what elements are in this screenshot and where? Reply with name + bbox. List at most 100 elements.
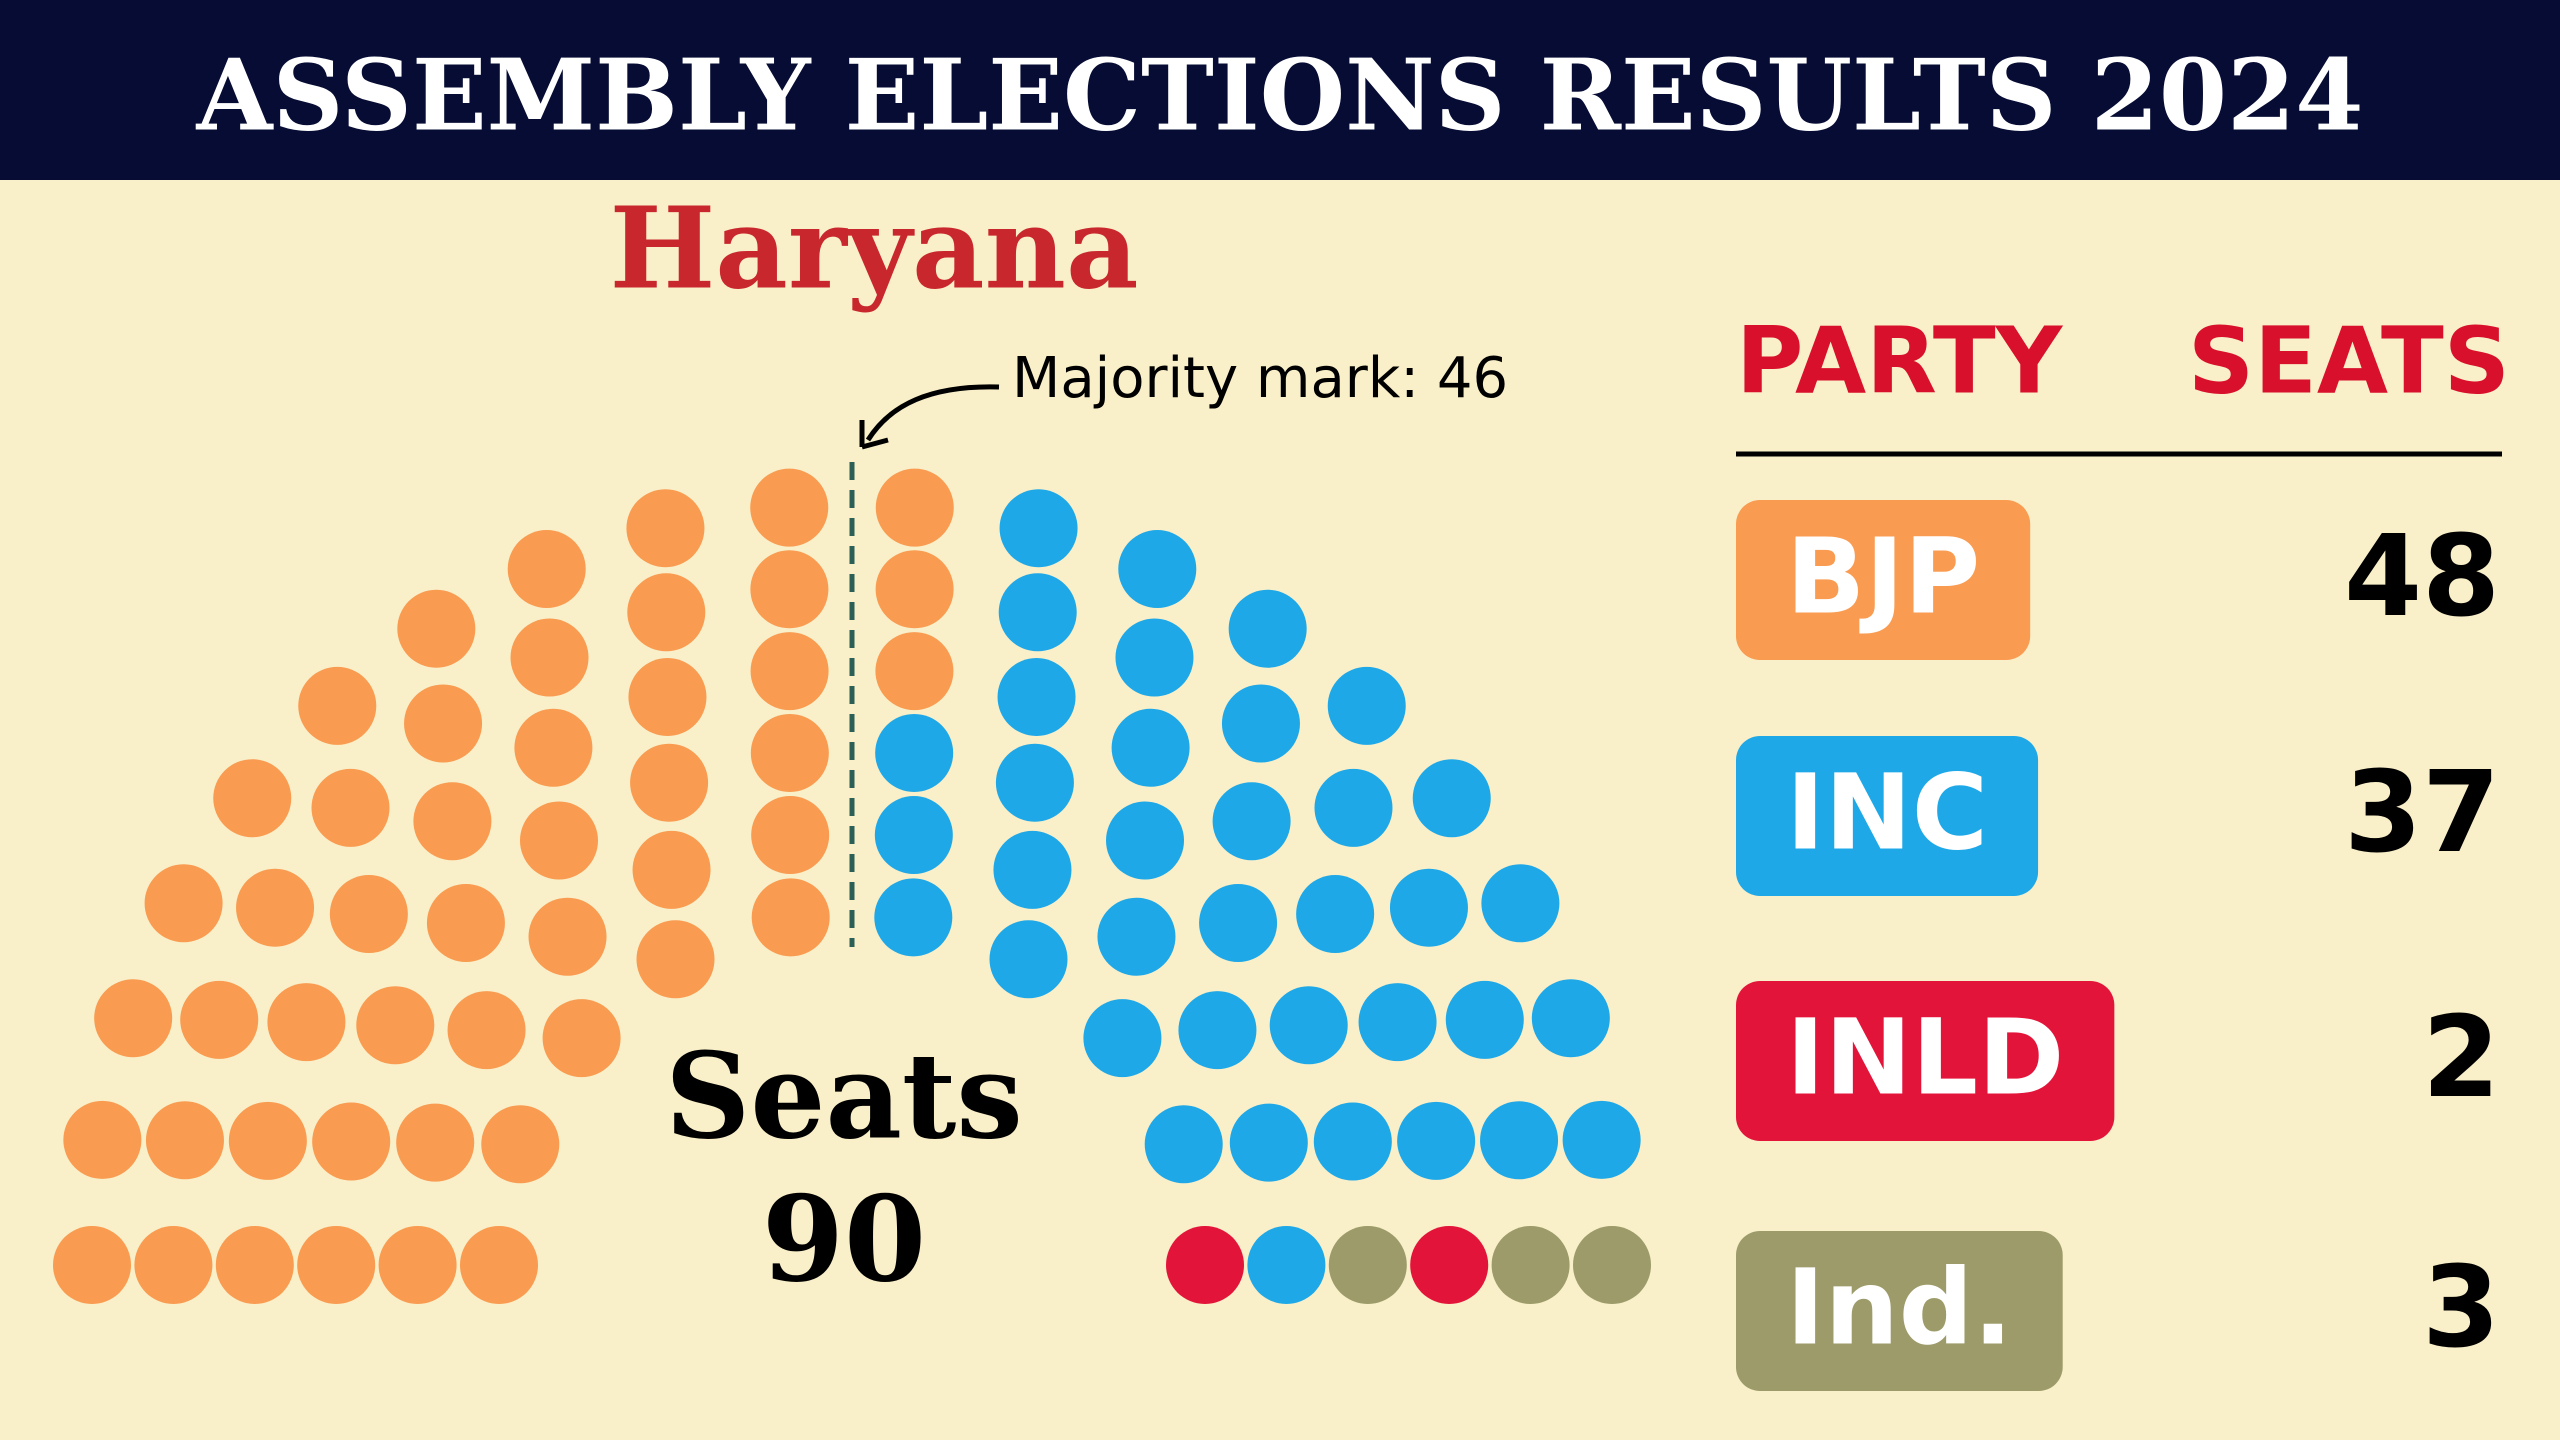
seat xyxy=(378,1226,457,1304)
annotation: Majority mark: 46 xyxy=(1012,346,1508,411)
seat xyxy=(626,489,705,568)
seat xyxy=(750,468,829,547)
party-seats xyxy=(1166,1226,1489,1304)
seat xyxy=(1358,983,1437,1062)
chart-title: Haryana xyxy=(609,183,1138,314)
seat xyxy=(1562,1100,1641,1179)
seat xyxy=(1115,618,1194,697)
total-seats: 90 xyxy=(762,1170,926,1309)
center-label: Seats xyxy=(665,1027,1023,1166)
seat xyxy=(1221,684,1300,763)
seat xyxy=(228,1101,307,1180)
seat xyxy=(1178,991,1257,1070)
seat xyxy=(751,878,830,957)
seat xyxy=(1097,897,1176,976)
seat xyxy=(997,658,1076,737)
seat xyxy=(1410,1226,1489,1304)
seat xyxy=(63,1100,142,1179)
seat xyxy=(751,796,830,875)
seat xyxy=(628,658,707,737)
seat xyxy=(1228,589,1307,668)
party-name: BJP xyxy=(1786,515,1980,637)
seat xyxy=(875,713,954,792)
seat xyxy=(1199,883,1278,962)
column-header: PARTY xyxy=(1736,307,2064,414)
party-badge xyxy=(1736,500,2031,660)
seat xyxy=(447,991,526,1070)
seat xyxy=(298,666,377,745)
seat xyxy=(1296,874,1375,953)
seat xyxy=(180,980,259,1059)
seat-count: 48 xyxy=(2344,512,2500,642)
seat xyxy=(542,999,621,1078)
party-name: Ind. xyxy=(1786,1246,2013,1368)
seat xyxy=(1111,708,1190,787)
seat xyxy=(510,618,589,697)
seat xyxy=(1445,980,1524,1059)
seat xyxy=(1229,1103,1308,1182)
seat xyxy=(750,550,829,629)
seat xyxy=(1083,999,1162,1078)
seat xyxy=(875,468,954,547)
party-seats xyxy=(53,468,954,1304)
party-badge xyxy=(1736,981,2115,1141)
seat xyxy=(134,1226,213,1304)
seat xyxy=(94,979,173,1058)
seat xyxy=(404,684,483,763)
seat xyxy=(413,782,492,861)
party-badge xyxy=(1736,1231,2063,1391)
seat-count: 37 xyxy=(2344,748,2500,878)
seat xyxy=(145,1101,224,1180)
seat xyxy=(1269,986,1348,1065)
party-name: INLD xyxy=(1786,996,2064,1118)
seat-count: 3 xyxy=(2422,1243,2500,1373)
seat xyxy=(875,632,954,711)
seat xyxy=(1313,1102,1392,1181)
seat xyxy=(1212,782,1291,861)
party-seats xyxy=(1328,1226,1651,1304)
arrow-head xyxy=(859,420,889,450)
seat xyxy=(1106,801,1185,880)
seat xyxy=(874,796,953,875)
seat xyxy=(1328,1226,1407,1304)
seat xyxy=(53,1226,131,1304)
annotation-arrow xyxy=(865,384,1000,442)
seat xyxy=(507,530,586,609)
seat xyxy=(481,1105,560,1184)
seat xyxy=(267,983,346,1062)
seat xyxy=(329,874,408,953)
seat xyxy=(236,868,315,947)
seat xyxy=(750,713,829,792)
seat xyxy=(1481,864,1560,943)
seat xyxy=(875,550,954,629)
seat xyxy=(1397,1101,1476,1180)
party-seats xyxy=(874,489,1641,1304)
seat xyxy=(519,801,598,880)
seat xyxy=(460,1226,538,1304)
party-badge xyxy=(1736,736,2039,896)
seat xyxy=(1389,868,1468,947)
seat xyxy=(1314,768,1393,847)
seat xyxy=(1491,1226,1570,1304)
party-name: INC xyxy=(1786,751,1988,873)
seat xyxy=(1573,1226,1651,1304)
seat xyxy=(297,1226,376,1304)
seat xyxy=(213,759,292,838)
seat xyxy=(630,743,709,822)
seat xyxy=(750,632,829,711)
seat xyxy=(995,743,1074,822)
seat xyxy=(1531,979,1610,1058)
seat xyxy=(312,1102,391,1181)
seat xyxy=(144,864,223,943)
seat xyxy=(215,1226,294,1304)
seat xyxy=(1166,1226,1244,1304)
header-bar xyxy=(0,0,2560,180)
seat xyxy=(632,830,711,909)
seat xyxy=(397,589,476,668)
column-header: SEATS xyxy=(2188,307,2510,414)
seat xyxy=(1247,1226,1326,1304)
seat xyxy=(874,878,953,957)
seat xyxy=(514,708,593,787)
